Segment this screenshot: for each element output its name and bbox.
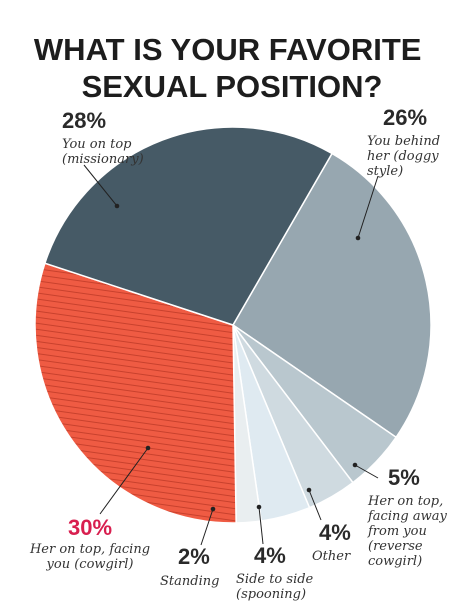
slice-percent-label-2: 5% xyxy=(388,465,420,490)
slice-percent-label-7: 28% xyxy=(62,108,106,133)
leader-line-1 xyxy=(357,175,379,239)
pie-slices xyxy=(34,126,432,524)
slice-description-line: (missionary) xyxy=(62,152,144,167)
slice-description-label-3: Other xyxy=(312,549,351,564)
pie-slice-7 xyxy=(43,126,334,326)
leader-line-3 xyxy=(308,489,322,521)
leader-dot-7 xyxy=(114,203,120,209)
slice-description-line: her (doggy xyxy=(367,149,439,164)
leader-line-2 xyxy=(354,464,379,479)
slice-percent-label-4: 4% xyxy=(254,543,286,568)
slice-description-line: you (cowgirl) xyxy=(46,557,134,572)
slice-description-line: You on top xyxy=(62,137,132,152)
slice-percent-label-6: 30% xyxy=(68,515,112,540)
pie-slice-1 xyxy=(232,152,432,439)
slice-description-line: Standing xyxy=(160,574,219,589)
slice-description-label-7: You on top (missionary) xyxy=(62,137,144,167)
slice-description-line: (reverse xyxy=(368,539,423,554)
slice-description-label-2: Her on top, facing away from you (reverse co… xyxy=(367,494,447,569)
slice-description-line: facing away xyxy=(367,509,447,524)
slice-description-line: from you xyxy=(367,524,427,539)
leader-dot-4 xyxy=(256,504,262,510)
leader-dot-6 xyxy=(145,445,151,451)
leader-dot-5 xyxy=(210,506,216,512)
slice-percent-label-1: 26% xyxy=(383,105,427,130)
slice-description-line: You behind xyxy=(367,134,440,149)
slice-description-label-1: You behind her (doggy style) xyxy=(367,134,440,179)
chart-title-line-1: WHAT IS YOUR FAVORITE xyxy=(34,32,422,67)
leader-dot-1 xyxy=(355,235,361,241)
slice-description-line: Her on top, xyxy=(367,494,443,509)
leader-line-4 xyxy=(258,506,264,545)
pie-annotations: 26% You behind her (doggy style) 5% Her on to… xyxy=(29,105,447,602)
slice-percent-label-3: 4% xyxy=(319,520,351,545)
slice-description-line: cowgirl) xyxy=(368,554,422,569)
leader-line-5 xyxy=(200,508,214,546)
slice-description-label-6: Her on top, facing you (cowgirl) xyxy=(29,542,150,572)
slice-description-line: style) xyxy=(367,164,403,179)
leader-line-6 xyxy=(99,447,149,515)
chart-title: WHAT IS YOUR FAVORITE SEXUAL POSITION? xyxy=(34,32,430,104)
slice-description-line: Other xyxy=(312,549,351,564)
slice-description-label-4: Side to side (spooning) xyxy=(236,572,314,602)
pie-slice-6 xyxy=(34,262,237,524)
slice-percent-label-5: 2% xyxy=(178,544,210,569)
slice-description-line: (spooning) xyxy=(236,587,306,602)
slice-description-line: Side to side xyxy=(236,572,314,587)
chart-title-line-2: SEXUAL POSITION? xyxy=(82,69,383,104)
leader-dot-2 xyxy=(352,462,358,468)
leader-line-7 xyxy=(83,164,118,207)
slice-description-label-5: Standing xyxy=(160,574,219,589)
leader-dot-3 xyxy=(306,487,312,493)
slice-description-line: Her on top, facing xyxy=(29,542,150,557)
